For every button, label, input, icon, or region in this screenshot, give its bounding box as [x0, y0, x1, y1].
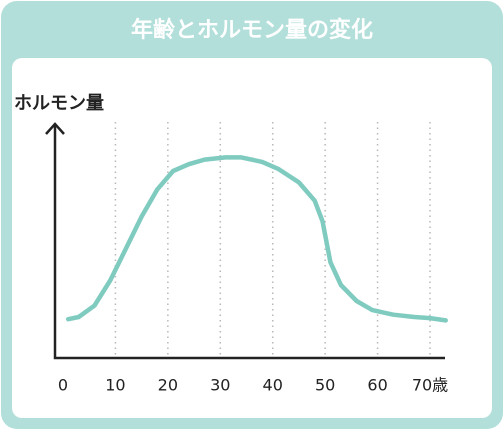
- x-tick-label: 10: [105, 376, 125, 395]
- panel: [12, 58, 492, 418]
- y-axis-arrow: [45, 122, 65, 135]
- x-tick-label: 30: [210, 376, 230, 395]
- axes: [53, 125, 445, 360]
- x-tick-label: 0: [58, 376, 68, 395]
- y-axis-label: ホルモン量: [14, 92, 104, 114]
- x-tick-label: 70歳: [412, 376, 448, 395]
- x-tick-label: 40: [263, 376, 283, 395]
- x-tick-label: 50: [315, 376, 335, 395]
- chart-title: 年齢とホルモン量の変化: [131, 17, 373, 43]
- x-tick-label: 60: [367, 376, 387, 395]
- series-line: [65, 155, 448, 323]
- x-tick-label: 20: [158, 376, 178, 395]
